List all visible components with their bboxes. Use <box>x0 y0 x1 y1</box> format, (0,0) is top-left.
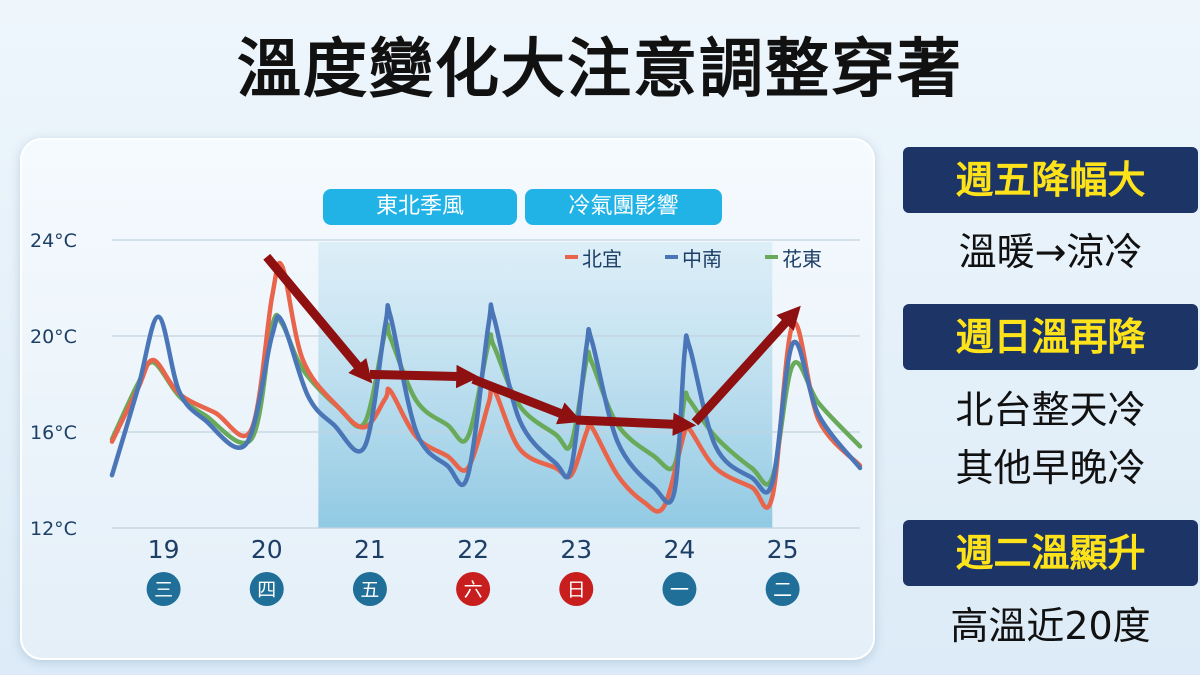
weekday-label: 三 <box>154 579 173 601</box>
legend-swatch <box>765 255 778 259</box>
x-tick-date: 24 <box>664 535 696 564</box>
cold-zone-rect <box>318 242 773 528</box>
trend-arrow <box>369 364 480 389</box>
weekday-badge <box>249 572 284 606</box>
x-tick-date: 19 <box>148 535 180 564</box>
y-tick-label: 16°C <box>30 422 77 444</box>
note-line-tuesday-1: 高溫近20度 <box>950 604 1151 648</box>
legend-swatch <box>565 255 578 259</box>
headline: 溫度變化大注意調整穿著 <box>237 33 963 107</box>
weekday-badge <box>662 572 697 606</box>
x-tick-date: 25 <box>767 535 799 564</box>
weekday-label: 五 <box>360 579 379 601</box>
legend: 北宜 中南 花東 <box>565 247 822 271</box>
y-tick-label: 20°C <box>30 326 77 348</box>
x-tick-date: 20 <box>251 535 283 564</box>
x-tick-date: 21 <box>354 535 386 564</box>
weekday-label: 六 <box>464 579 483 601</box>
tag-northeast-monsoon: 東北季風 <box>323 189 517 225</box>
x-axis-ticks: 19 三 20 四 21 五 22 六 23 日 24 一 25 二 <box>146 535 800 606</box>
note-title-sunday: 週日溫再降 <box>903 304 1198 370</box>
trend-arrow <box>691 305 801 426</box>
note-line-sunday-1: 北台整天冷 <box>955 388 1146 432</box>
weekday-badge <box>146 572 181 606</box>
weekday-label: 日 <box>567 579 586 601</box>
trend-arrow <box>471 375 583 425</box>
x-tick-date: 23 <box>560 535 592 564</box>
y-axis-ticks: 24°C 20°C 16°C 12°C <box>30 230 77 540</box>
weekday-label: 四 <box>257 579 276 601</box>
x-tick-date: 22 <box>457 535 489 564</box>
trend-arrow <box>263 253 373 384</box>
cold-zone-shading <box>318 242 773 528</box>
weekday-badge <box>765 572 800 606</box>
note-title-tuesday: 週二溫顯升 <box>903 520 1198 586</box>
legend-swatch <box>665 255 678 259</box>
weekday-label: 一 <box>670 579 689 601</box>
grid-lines <box>112 239 860 529</box>
note-line-friday-1: 溫暖→涼冷 <box>958 230 1143 274</box>
tag-cold-air-mass: 冷氣團影響 <box>525 189 722 225</box>
trend-arrows <box>263 253 801 436</box>
note-line-sunday-2: 其他早晚冷 <box>955 446 1146 490</box>
weekday-badge <box>456 572 491 606</box>
weekday-badge <box>559 572 594 606</box>
legend-item-north-yilan: 北宜 <box>582 247 622 271</box>
trend-arrow <box>576 412 697 436</box>
legend-item-hualien-taitung: 花東 <box>782 247 822 271</box>
y-tick-label: 24°C <box>30 230 77 252</box>
note-title-friday: 週五降幅大 <box>903 147 1198 213</box>
legend-item-central-south: 中南 <box>682 247 722 271</box>
y-tick-label: 12°C <box>30 518 77 540</box>
weekday-label: 二 <box>773 579 792 601</box>
weekday-badge <box>352 572 387 606</box>
temperature-chart: 24°C 20°C 16°C 12°C 19 三 20 四 21 五 22 六 23 日 24 一 25 二 北… <box>30 230 863 606</box>
